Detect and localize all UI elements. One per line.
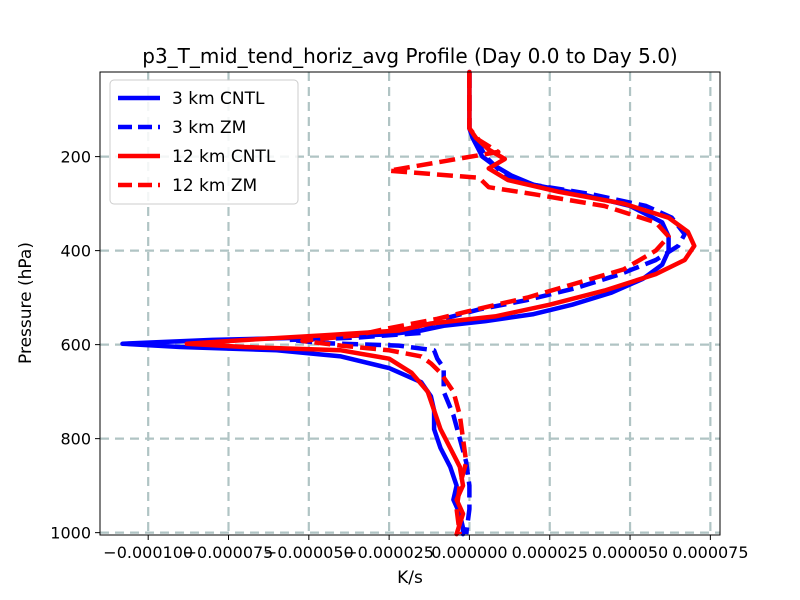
x-tick-label: 0.000075: [672, 543, 748, 562]
legend-label: 12 km CNTL: [172, 147, 276, 167]
x-tick-label: −0.000100: [103, 543, 193, 562]
x-axis-label: K/s: [397, 568, 423, 588]
series-line-3-km-cntl: [120, 69, 671, 537]
legend-label: 3 km CNTL: [172, 89, 265, 109]
series-line-12-km-cntl: [184, 69, 697, 537]
y-tick-label: 200: [60, 148, 91, 167]
x-tick-label: 0.000000: [431, 543, 507, 562]
legend-label: 3 km ZM: [172, 118, 246, 138]
y-axis-ticks: 200 400 600 800 1000: [50, 148, 100, 543]
legend: 3 km CNTL 3 km ZM 12 km CNTL 12 km ZM: [109, 79, 299, 205]
legend-box: [109, 79, 299, 205]
legend-label: 12 km ZM: [172, 176, 257, 196]
x-tick-label: 0.000025: [512, 543, 588, 562]
x-tick-label: 0.000050: [592, 543, 668, 562]
y-tick-label: 600: [60, 336, 91, 355]
series-lines: [120, 69, 697, 537]
y-tick-label: 800: [60, 430, 91, 449]
series-line-12-km-zm: [300, 72, 671, 535]
y-tick-label: 1000: [50, 524, 91, 543]
x-tick-label: −0.000075: [184, 543, 274, 562]
x-tick-label: −0.000025: [344, 543, 434, 562]
plot-frame: [99, 71, 721, 536]
x-axis-ticks: −0.000100−0.000075−0.000050−0.0000250.00…: [103, 535, 749, 562]
chart-title: p3_T_mid_tend_horiz_avg Profile (Day 0.0…: [142, 44, 677, 68]
series-line-3-km-zm: [287, 72, 687, 535]
x-tick-label: −0.000050: [264, 543, 354, 562]
y-axis-label: Pressure (hPa): [16, 242, 36, 364]
y-tick-label: 400: [60, 242, 91, 261]
